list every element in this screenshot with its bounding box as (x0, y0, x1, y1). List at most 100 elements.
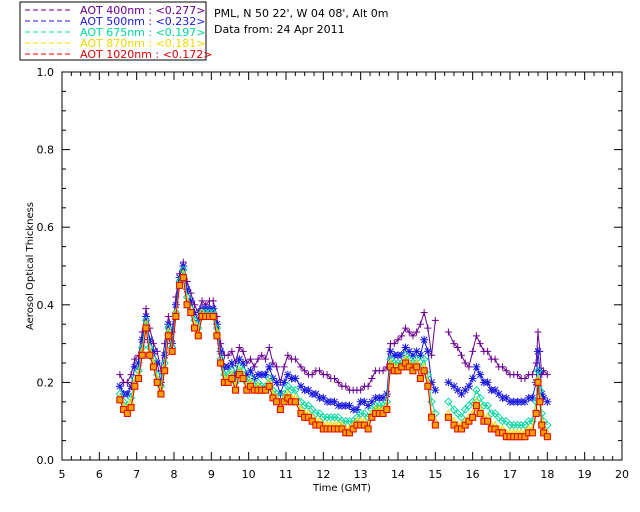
data-point (534, 328, 542, 336)
data-point (543, 397, 552, 406)
data-point (387, 363, 395, 371)
date-info: Data from: 24 Apr 2011 (214, 23, 345, 36)
data-point (412, 347, 421, 356)
data-point (360, 397, 369, 406)
data-point (521, 433, 529, 441)
y-tick-label: 0.0 (37, 454, 55, 467)
x-tick-label: 10 (242, 468, 256, 481)
data-point (367, 397, 376, 406)
data-point (311, 390, 320, 399)
data-point (472, 332, 480, 340)
data-point (409, 367, 417, 375)
data-point (235, 355, 244, 364)
data-point (141, 316, 151, 325)
data-point (280, 378, 289, 387)
data-point (127, 404, 135, 412)
data-point (157, 390, 165, 398)
data-point (308, 417, 316, 425)
series-1 (116, 258, 551, 394)
data-point (338, 425, 346, 433)
data-point (535, 366, 544, 375)
data-point (528, 371, 536, 379)
data-point (539, 393, 548, 402)
data-point (398, 332, 406, 340)
data-point (487, 409, 496, 418)
data-point (171, 300, 180, 309)
data-point (532, 359, 540, 367)
data-point (472, 385, 481, 395)
data-point (227, 359, 236, 367)
data-point (172, 312, 180, 320)
data-point (142, 305, 150, 313)
legend-entry: AOT 870nm : <0.181> (80, 37, 206, 50)
data-point (239, 347, 247, 355)
data-point (534, 378, 542, 386)
data-point (352, 405, 361, 414)
data-point (115, 382, 124, 391)
data-point (297, 363, 305, 371)
data-point (444, 413, 452, 421)
data-point (450, 340, 458, 348)
data-point (164, 312, 172, 320)
x-tick-label: 11 (279, 468, 293, 481)
data-point (228, 347, 236, 355)
data-point (416, 320, 424, 328)
data-point (532, 409, 540, 417)
data-point (534, 347, 542, 356)
data-point (127, 382, 136, 391)
data-point (131, 382, 139, 390)
data-point (123, 378, 131, 386)
data-point (284, 351, 292, 359)
data-point (444, 328, 452, 336)
data-point (368, 413, 376, 421)
data-point (149, 363, 157, 371)
data-point (209, 297, 217, 305)
data-point (280, 363, 288, 371)
data-point (345, 429, 353, 437)
x-tick-label: 12 (316, 468, 330, 481)
legend-entry: AOT 500nm : <0.232> (80, 15, 206, 28)
data-point (408, 351, 417, 360)
x-tick-label: 9 (208, 468, 215, 481)
y-tick-label: 0.4 (37, 299, 55, 312)
data-point (242, 370, 251, 379)
data-point (394, 336, 402, 344)
x-tick-label: 19 (578, 468, 592, 481)
data-point (472, 362, 481, 371)
data-point (235, 343, 243, 351)
data-point (416, 351, 425, 360)
data-point (265, 382, 273, 390)
data-point (454, 343, 462, 351)
data-point (130, 362, 139, 371)
data-point (247, 382, 255, 390)
data-point (409, 332, 417, 340)
data-point (427, 378, 436, 387)
data-point (330, 397, 339, 406)
data-point (360, 421, 368, 429)
legend-entry: AOT 675nm : <0.197> (80, 26, 206, 39)
series-4 (115, 269, 552, 437)
data-point (423, 347, 432, 356)
data-point (476, 409, 484, 417)
data-point (164, 323, 173, 333)
data-point (465, 417, 473, 425)
data-point (138, 351, 146, 359)
data-point (457, 351, 465, 359)
data-point (424, 324, 432, 332)
data-point (499, 429, 507, 437)
data-point (457, 390, 466, 399)
data-point (190, 308, 199, 317)
data-point (461, 359, 469, 367)
data-point (428, 413, 436, 421)
data-point (224, 351, 232, 359)
data-point (231, 370, 240, 379)
data-point (420, 367, 428, 375)
legend-box (19, 1, 207, 61)
data-point (145, 335, 154, 344)
data-point (491, 425, 499, 433)
data-point (319, 393, 328, 402)
data-point (261, 386, 269, 394)
data-point (269, 359, 277, 367)
x-tick-label: 16 (466, 468, 480, 481)
data-point (308, 371, 316, 379)
